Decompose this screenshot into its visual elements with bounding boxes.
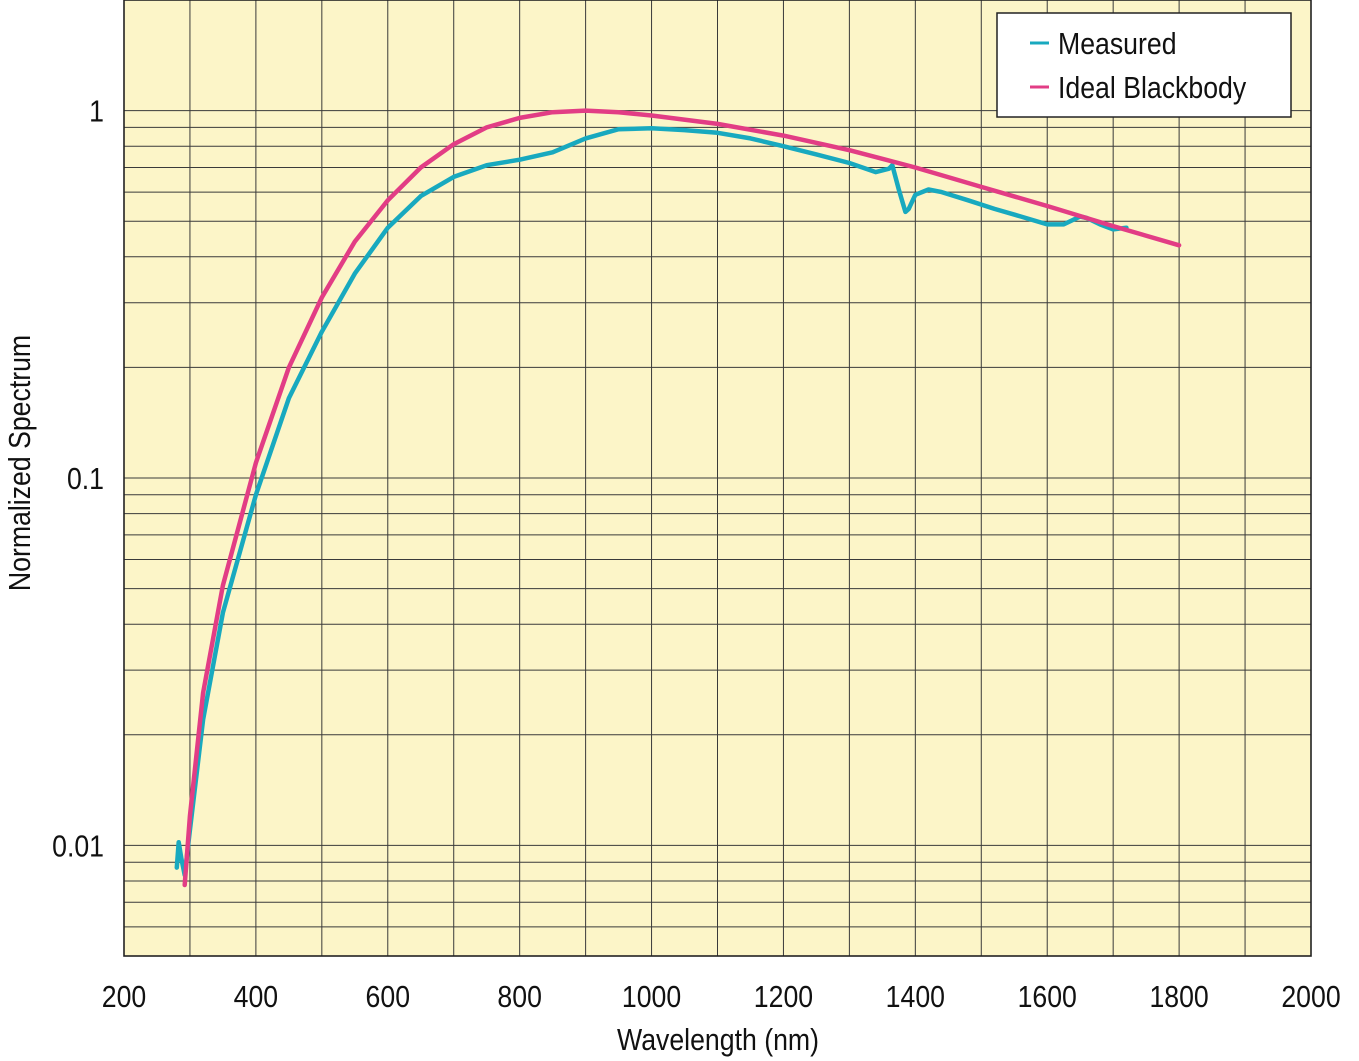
x-tick-label: 1200 — [754, 980, 813, 1014]
legend-label-ideal-blackbody: Ideal Blackbody — [1058, 71, 1247, 105]
x-tick-label: 800 — [497, 980, 541, 1014]
y-tick-label: 0.1 — [67, 462, 104, 496]
y-axis-title: Normalized Spectrum — [3, 335, 37, 591]
y-tick-label: 0.01 — [52, 830, 104, 864]
grid — [124, 0, 1311, 956]
x-tick-label: 600 — [366, 980, 410, 1014]
x-tick-label: 1800 — [1149, 980, 1208, 1014]
series-line-ideal-blackbody — [182, 108, 1182, 888]
x-tick-label: 200 — [102, 980, 146, 1014]
series-line-measured — [174, 126, 1129, 878]
legend: Measured Ideal Blackbody — [996, 12, 1292, 118]
x-tick-label: 1400 — [886, 980, 945, 1014]
y-tick-label: 1 — [89, 95, 104, 129]
legend-label-measured: Measured — [1058, 27, 1177, 61]
x-tick-labels: 200 400 600 800 1000 1200 1400 1600 1800 2000 — [102, 980, 1341, 1014]
plot-frame — [123, 0, 1312, 957]
series-lines — [174, 108, 1182, 888]
x-tick-label: 1600 — [1018, 980, 1077, 1014]
x-tick-label: 400 — [234, 980, 278, 1014]
legend-box — [996, 12, 1292, 118]
x-tick-label: 2000 — [1281, 980, 1340, 1014]
x-tick-label: 1000 — [622, 980, 681, 1014]
x-axis-title: Wavelength (nm) — [617, 1023, 819, 1057]
y-tick-labels: 0.01 0.1 1 — [52, 95, 104, 864]
